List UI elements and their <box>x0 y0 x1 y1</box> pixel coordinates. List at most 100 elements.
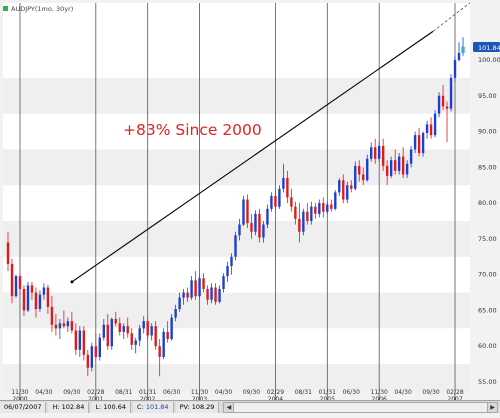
status-low-value: 100.64 <box>103 402 127 411</box>
status-close-label: C: <box>137 402 144 411</box>
candle-body <box>170 317 173 340</box>
candle-body <box>114 319 117 324</box>
last-price-tag: 101.84 <box>473 42 500 52</box>
candle-body <box>226 266 229 277</box>
candles <box>6 37 465 377</box>
candle-body <box>445 106 449 109</box>
y-tick-label: 55.00 <box>478 378 497 386</box>
candle-body <box>262 224 265 238</box>
x-tick-label: 02/29 <box>267 389 284 396</box>
candle-body <box>457 52 461 60</box>
candle-body <box>38 294 42 310</box>
candle-body <box>46 287 50 307</box>
candle-body <box>222 276 225 289</box>
candle-body <box>362 174 365 181</box>
candle-body <box>106 324 109 347</box>
legend: AUDJPY(1mo, 30yr) <box>3 5 73 13</box>
x-tick-label: 06/30 <box>343 389 360 396</box>
candle-body <box>326 204 329 212</box>
y-tick-label: 60.00 <box>478 342 497 350</box>
x-axis: 11/30200004/3009/3002/28200108/3101/3120… <box>11 389 464 403</box>
candle-body <box>242 199 245 225</box>
y-tick-label: 80.00 <box>478 199 497 207</box>
y-tick-label: 100.00 <box>478 56 500 64</box>
candle-body <box>282 178 285 189</box>
grid-band <box>3 364 470 392</box>
candle-body <box>358 165 361 175</box>
grid-band <box>3 77 470 114</box>
candle-body <box>453 60 457 78</box>
status-date: 06/07/2007 <box>0 401 47 413</box>
candle-body <box>381 145 385 166</box>
candle-body <box>34 292 38 310</box>
candle-body <box>354 165 357 189</box>
horizontal-scrollbar[interactable]: ◀ ▶ <box>223 401 498 413</box>
x-tick-year-label: 2002 <box>140 396 155 403</box>
legend-swatch <box>3 6 8 11</box>
y-tick-label: 70.00 <box>478 271 497 279</box>
candle-body <box>150 326 153 336</box>
candle-body <box>338 180 341 193</box>
y-tick-label: 65.00 <box>478 306 497 314</box>
x-tick-label: 02/28 <box>87 389 104 396</box>
status-close-value: 101.84 <box>145 402 169 411</box>
status-high-label: H: <box>52 402 60 411</box>
y-tick-label: 90.00 <box>478 128 497 136</box>
candle-body <box>126 326 129 334</box>
candle-body <box>138 328 141 341</box>
candle-body <box>98 337 101 357</box>
x-tick-label: 09/30 <box>63 389 80 396</box>
candle-body <box>14 276 18 297</box>
candle-body <box>154 326 157 347</box>
x-tick-label: 02/28 <box>446 389 463 396</box>
candle-body <box>397 156 401 171</box>
candle-body <box>58 323 62 329</box>
candle-body <box>218 288 221 302</box>
trendline-anchor <box>70 280 74 284</box>
status-pv-label: PV: <box>179 402 190 411</box>
candle-body <box>250 223 253 232</box>
legend-label: AUDJPY(1mo, 30yr) <box>11 5 73 13</box>
y-tick-label: 85.00 <box>478 163 497 171</box>
candle-body <box>214 287 217 302</box>
candle-body <box>146 321 149 336</box>
candle-body <box>134 340 137 345</box>
candle-body <box>306 211 309 221</box>
candle-body <box>238 224 241 236</box>
x-tick-year-label: 2000 <box>12 396 27 403</box>
candle-body <box>142 321 145 329</box>
candle-body <box>30 285 34 293</box>
candle-body <box>330 204 333 209</box>
candle-body <box>350 185 353 189</box>
candle-body <box>82 330 86 355</box>
candle-body <box>266 208 269 225</box>
current-candle-body <box>461 46 465 53</box>
x-tick-year-label: 2003 <box>192 396 207 403</box>
trendline <box>71 30 434 283</box>
candle-body <box>202 278 205 289</box>
x-tick-label: 11/30 <box>371 389 388 396</box>
candle-body <box>198 278 201 297</box>
candle-body <box>342 180 345 200</box>
candle-body <box>274 195 277 207</box>
candle-body <box>425 124 429 133</box>
scroll-left-arrow-icon[interactable]: ◀ <box>224 402 235 412</box>
candle-body <box>278 188 281 207</box>
candle-body <box>162 331 165 357</box>
candle-body <box>90 346 94 368</box>
candle-body <box>194 280 197 297</box>
scroll-right-arrow-icon[interactable]: ▶ <box>487 402 497 412</box>
status-high-value: 102.84 <box>61 402 85 411</box>
candle-body <box>54 324 58 329</box>
candle-body <box>6 242 10 264</box>
background-bands <box>3 3 470 392</box>
candle-body <box>186 292 189 298</box>
y-tick-label: 95.00 <box>478 92 497 100</box>
candle-body <box>70 321 74 331</box>
candle-body <box>158 346 161 357</box>
candle-body <box>210 287 213 300</box>
status-pv: PV: 108.29 <box>175 401 220 413</box>
grid-band <box>3 292 470 329</box>
candle-body <box>413 135 417 150</box>
